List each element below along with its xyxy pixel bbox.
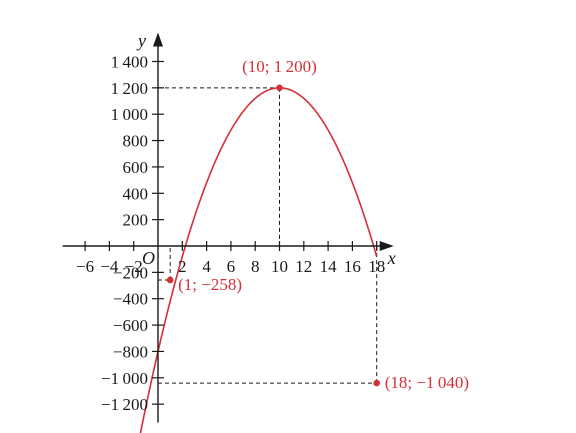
- y-tick-label: 1 200: [111, 79, 148, 98]
- point-label: (10; 1 200): [242, 57, 317, 76]
- x-tick-label: 8: [251, 257, 260, 276]
- x-tick-label: 12: [295, 257, 312, 276]
- data-points: (1; −258) (10; 1 200) (18; −1 040): [166, 57, 469, 392]
- y-tick-label: 1 000: [111, 105, 148, 124]
- y-tick-label: 600: [123, 158, 149, 177]
- y-tick-label: −400: [113, 290, 148, 309]
- y-tick-label: 400: [123, 184, 149, 203]
- axes: x y O: [62, 30, 396, 423]
- origin-label: O: [142, 248, 155, 268]
- point-label: (18; −1 040): [385, 373, 469, 392]
- y-axis-label: y: [136, 30, 146, 50]
- y-tick-label: −1 000: [101, 369, 148, 388]
- data-curve: [139, 87, 378, 433]
- data-point: [373, 379, 381, 387]
- x-axis-label: x: [387, 248, 396, 268]
- x-tick-label: 16: [344, 257, 361, 276]
- x-tick-label: −6: [76, 257, 94, 276]
- x-tick-label: 14: [320, 257, 338, 276]
- axis-ticks: −6 −4 −2 2 4 6 8 10 12 14 16 18 −1 200 −1 000 −800 −600…: [76, 52, 385, 414]
- x-tick-label: 6: [227, 257, 236, 276]
- y-tick-label: −600: [113, 316, 148, 335]
- x-tick-label: 10: [271, 257, 288, 276]
- data-point: [276, 84, 283, 92]
- y-tick-label: 200: [123, 211, 149, 230]
- y-tick-label: −1 200: [101, 395, 148, 414]
- x-tick-label: −2: [125, 257, 143, 276]
- curve-layer: [139, 87, 378, 433]
- y-tick-label: 800: [123, 132, 149, 151]
- guide-lines: [158, 87, 378, 384]
- x-tick-label: 4: [202, 257, 211, 276]
- y-tick-label: −800: [113, 342, 148, 361]
- data-point: [166, 276, 174, 284]
- x-tick-label: −4: [100, 257, 119, 276]
- x-axis-arrow: [379, 241, 394, 251]
- y-tick-label: 1 400: [111, 52, 148, 71]
- y-tick-label: −200: [113, 263, 148, 282]
- y-axis-arrow: [153, 32, 163, 47]
- point-label: (1; −258): [178, 275, 242, 294]
- x-tick-label: 18: [368, 257, 385, 276]
- x-tick-label: 2: [178, 257, 187, 276]
